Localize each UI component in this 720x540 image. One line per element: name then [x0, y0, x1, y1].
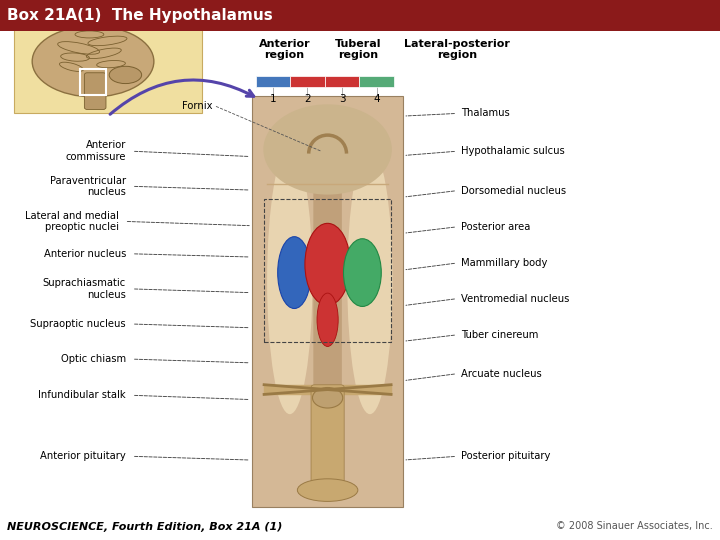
Text: Lateral-posterior
region: Lateral-posterior region [404, 39, 510, 60]
Ellipse shape [267, 147, 312, 414]
Ellipse shape [109, 66, 142, 84]
Ellipse shape [317, 293, 338, 347]
Text: Posterior pituitary: Posterior pituitary [461, 451, 550, 461]
FancyBboxPatch shape [359, 76, 394, 87]
Text: Thalamus: Thalamus [461, 109, 510, 118]
Polygon shape [264, 385, 391, 394]
Ellipse shape [278, 237, 311, 308]
Text: Anterior
region: Anterior region [258, 39, 310, 60]
Ellipse shape [305, 224, 350, 306]
Text: Infundibular stalk: Infundibular stalk [38, 390, 126, 400]
Text: 2: 2 [304, 94, 311, 104]
Ellipse shape [32, 26, 154, 97]
Text: Supraoptic nucleus: Supraoptic nucleus [30, 319, 126, 329]
FancyBboxPatch shape [256, 76, 290, 87]
Text: Hypothalamic sulcus: Hypothalamic sulcus [461, 146, 564, 156]
Text: Box 21A(1)  The Hypothalamus: Box 21A(1) The Hypothalamus [7, 8, 273, 23]
Ellipse shape [343, 239, 382, 307]
Text: Tuber cinereum: Tuber cinereum [461, 330, 538, 340]
FancyBboxPatch shape [290, 76, 325, 87]
Text: NEUROSCIENCE, Fourth Edition, Box 21A (1): NEUROSCIENCE, Fourth Edition, Box 21A (1… [7, 522, 282, 531]
Ellipse shape [297, 479, 358, 501]
Text: Anterior pituitary: Anterior pituitary [40, 451, 126, 461]
Text: 3: 3 [338, 94, 346, 104]
Text: Anterior
commissure: Anterior commissure [66, 140, 126, 162]
FancyBboxPatch shape [311, 385, 344, 484]
Text: Dorsomedial nucleus: Dorsomedial nucleus [461, 186, 566, 195]
Text: Anterior nucleus: Anterior nucleus [44, 249, 126, 259]
Text: Lateral and medial
preoptic nuclei: Lateral and medial preoptic nuclei [25, 211, 119, 232]
Text: Arcuate nucleus: Arcuate nucleus [461, 369, 541, 379]
FancyBboxPatch shape [325, 76, 359, 87]
Text: Suprachiasmatic
nucleus: Suprachiasmatic nucleus [42, 278, 126, 300]
Text: Paraventricular
nucleus: Paraventricular nucleus [50, 176, 126, 197]
Ellipse shape [312, 388, 343, 408]
FancyBboxPatch shape [252, 96, 403, 507]
Text: Ventromedial nucleus: Ventromedial nucleus [461, 294, 570, 303]
FancyBboxPatch shape [313, 164, 342, 475]
Text: 1: 1 [269, 94, 276, 104]
FancyBboxPatch shape [84, 73, 106, 110]
FancyBboxPatch shape [14, 19, 202, 113]
Text: Mammillary body: Mammillary body [461, 258, 547, 268]
Text: Tuberal
region: Tuberal region [335, 39, 381, 60]
Text: 4: 4 [373, 94, 380, 104]
Ellipse shape [264, 104, 392, 194]
Ellipse shape [347, 147, 392, 414]
Text: Fornix: Fornix [182, 102, 212, 111]
Text: Optic chiasm: Optic chiasm [61, 354, 126, 364]
Text: © 2008 Sinauer Associates, Inc.: © 2008 Sinauer Associates, Inc. [556, 522, 713, 531]
FancyBboxPatch shape [0, 0, 720, 31]
Text: Posterior area: Posterior area [461, 222, 530, 232]
